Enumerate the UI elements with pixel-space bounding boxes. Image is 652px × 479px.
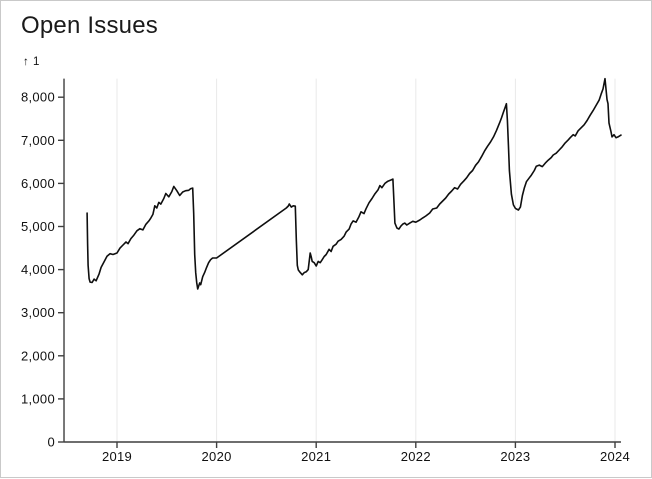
y-tick-label: 4,000 bbox=[21, 262, 55, 277]
x-tick-label: 2022 bbox=[401, 449, 431, 464]
y-tick-label: 3,000 bbox=[21, 305, 55, 320]
x-tick-label: 2023 bbox=[500, 449, 530, 464]
x-tick-label: 2020 bbox=[202, 449, 232, 464]
y-tick-label: 5,000 bbox=[21, 219, 55, 234]
y-tick-label: 8,000 bbox=[21, 90, 55, 105]
y-tick-label: 6,000 bbox=[21, 176, 55, 191]
x-tick-label: 2019 bbox=[102, 449, 132, 464]
y-tick-label: 7,000 bbox=[21, 133, 55, 148]
open-issues-series-line bbox=[86, 77, 622, 290]
y-tick-label: 0 bbox=[47, 435, 55, 450]
y-tick-label: 1,000 bbox=[21, 391, 55, 406]
x-tick-label: 2021 bbox=[301, 449, 331, 464]
y-axis-label: ↑ 1 bbox=[23, 56, 40, 68]
x-tick-label: 2024 bbox=[600, 449, 630, 464]
y-tick-label: 2,000 bbox=[21, 348, 55, 363]
chart-title: Open Issues bbox=[21, 12, 158, 39]
